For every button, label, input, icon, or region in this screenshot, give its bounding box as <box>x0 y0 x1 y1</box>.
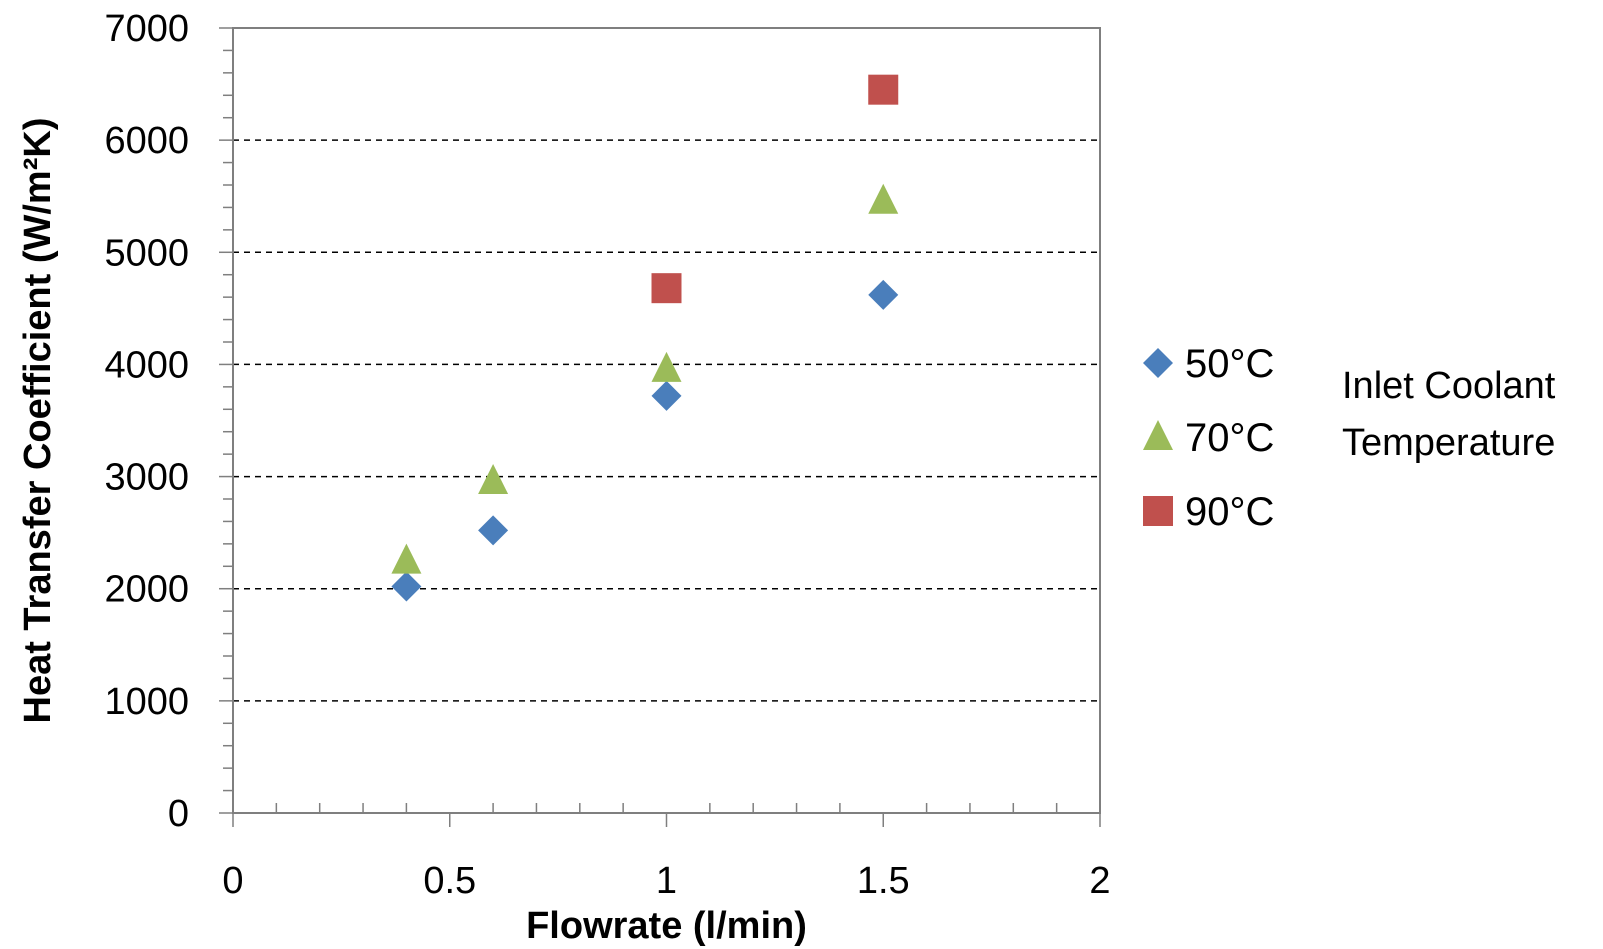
legend-label: 90°C <box>1185 490 1274 534</box>
data-point-square-2-0 <box>651 273 682 304</box>
y-tick-label: 3000 <box>104 457 189 499</box>
x-tick-label: 1 <box>656 860 677 902</box>
legend-marker-diamond <box>1143 348 1173 378</box>
data-points <box>391 74 899 602</box>
x-tick-label: 2 <box>1089 860 1110 902</box>
legend: 50°C 70°C 90°C <box>1143 342 1274 534</box>
y-tick-label: 5000 <box>104 232 189 274</box>
y-tick-label: 0 <box>168 793 189 835</box>
x-tick-label: 1.5 <box>857 860 910 902</box>
x-tick-label: 0 <box>222 860 243 902</box>
data-point-triangle-1-1 <box>478 464 509 495</box>
legend-label: 50°C <box>1185 342 1274 386</box>
plot-area-frame <box>232 27 1101 814</box>
legend-title-line-1: Inlet Coolant <box>1342 365 1556 407</box>
x-axis-title: Flowrate (l/min) <box>526 905 807 947</box>
data-point-diamond-0-2 <box>651 380 682 411</box>
y-tick-label: 4000 <box>104 344 189 386</box>
data-point-diamond-0-1 <box>478 515 509 546</box>
y-tick-label: 7000 <box>104 8 189 50</box>
data-point-triangle-1-0 <box>391 543 422 574</box>
data-point-triangle-1-2 <box>651 351 682 382</box>
x-tick-label: 0.5 <box>423 860 476 902</box>
y-tick-label: 2000 <box>104 569 189 611</box>
axis-ticks <box>219 27 1101 827</box>
legend-marker-triangle <box>1143 420 1173 450</box>
data-point-triangle-1-3 <box>868 183 899 214</box>
data-point-diamond-0-0 <box>391 571 422 602</box>
data-point-diamond-0-3 <box>868 279 899 310</box>
y-tick-label: 6000 <box>104 120 189 162</box>
y-axis-title: Heat Transfer Coefficient (W/m²K) <box>17 118 59 724</box>
data-point-square-2-1 <box>868 74 899 105</box>
legend-marker-square <box>1143 496 1173 526</box>
y-tick-label: 1000 <box>104 681 189 723</box>
legend-title-line-2: Temperature <box>1342 422 1555 464</box>
tick-labels: 0 1000 2000 3000 4000 5000 6000 7000 0 0.5 1 1.5 2 <box>104 8 1110 902</box>
legend-label: 70°C <box>1185 416 1274 460</box>
gridlines <box>233 139 1100 702</box>
